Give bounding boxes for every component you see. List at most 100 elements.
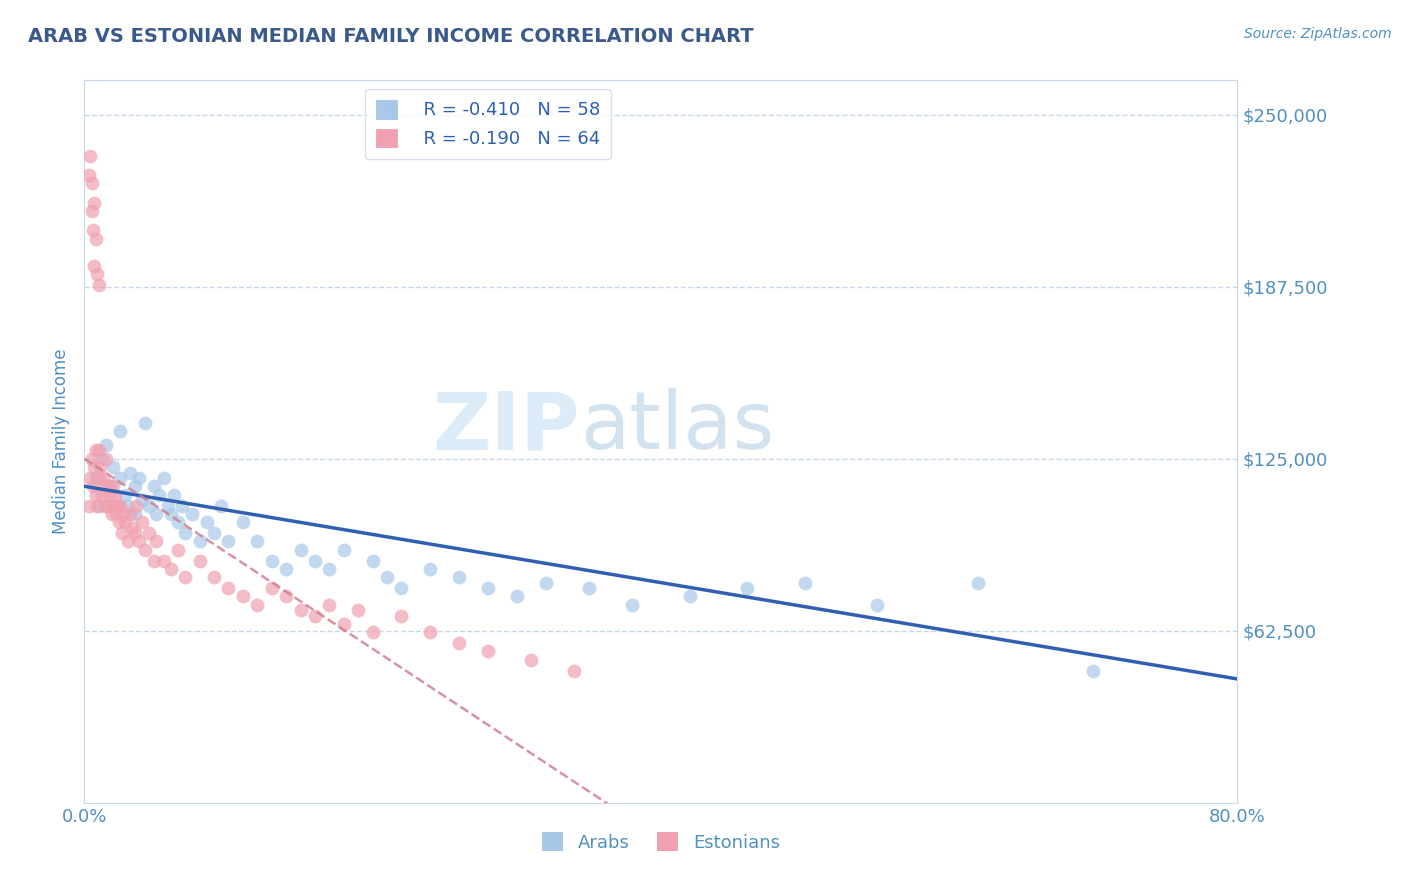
Point — [124, 507, 146, 521]
Point — [86, 499, 108, 513]
Point — [276, 562, 298, 576]
Point — [131, 515, 153, 529]
Point — [391, 581, 413, 595]
Point — [79, 471, 101, 485]
Point — [120, 466, 142, 480]
Point — [304, 608, 326, 623]
Point — [209, 499, 232, 513]
Point — [160, 562, 183, 576]
Point — [167, 542, 190, 557]
Point — [89, 460, 111, 475]
Point — [174, 526, 197, 541]
Point — [142, 553, 165, 567]
Point — [80, 451, 103, 466]
Point — [117, 534, 139, 549]
Point — [276, 590, 298, 604]
Point — [98, 487, 121, 501]
Point — [125, 499, 148, 513]
Point — [347, 603, 370, 617]
Point — [737, 581, 759, 595]
Point — [87, 278, 110, 293]
Point — [260, 553, 283, 567]
Point — [83, 195, 105, 210]
Point — [90, 451, 112, 466]
Point — [520, 653, 543, 667]
Point — [156, 499, 179, 513]
Point — [391, 608, 413, 623]
Point — [138, 526, 160, 541]
Point — [91, 471, 114, 485]
Point — [112, 507, 135, 521]
Point — [77, 499, 100, 513]
Point — [361, 625, 384, 640]
Point — [477, 644, 499, 658]
Point — [246, 534, 269, 549]
Point — [246, 598, 269, 612]
Point — [80, 204, 103, 219]
Point — [202, 570, 225, 584]
Point — [290, 603, 312, 617]
Point — [93, 499, 115, 513]
Point — [318, 598, 340, 612]
Point — [94, 479, 117, 493]
Point — [361, 553, 384, 567]
Text: Source: ZipAtlas.com: Source: ZipAtlas.com — [1244, 27, 1392, 41]
Point — [128, 471, 150, 485]
Point — [96, 499, 118, 513]
Point — [98, 479, 121, 493]
Point — [578, 581, 600, 595]
Point — [152, 553, 174, 567]
Point — [128, 534, 150, 549]
Point — [110, 499, 132, 513]
Point — [172, 499, 194, 513]
Point — [111, 526, 134, 541]
Point — [449, 570, 471, 584]
Point — [148, 487, 170, 501]
Point — [163, 487, 186, 501]
Point — [134, 542, 156, 557]
Point — [83, 259, 105, 273]
Point — [87, 443, 110, 458]
Point — [506, 590, 529, 604]
Point — [290, 542, 312, 557]
Point — [419, 625, 441, 640]
Text: ARAB VS ESTONIAN MEDIAN FAMILY INCOME CORRELATION CHART: ARAB VS ESTONIAN MEDIAN FAMILY INCOME CO… — [28, 27, 754, 45]
Point — [114, 487, 136, 501]
Point — [160, 507, 183, 521]
Point — [174, 570, 197, 584]
Point — [679, 590, 702, 604]
Point — [90, 487, 112, 501]
Point — [87, 471, 110, 485]
Point — [103, 499, 124, 513]
Point — [304, 553, 326, 567]
Point — [84, 443, 107, 458]
Point — [105, 499, 128, 513]
Point — [82, 223, 104, 237]
Point — [114, 515, 136, 529]
Point — [232, 515, 254, 529]
Point — [260, 581, 283, 595]
Legend: Arabs, Estonians: Arabs, Estonians — [534, 825, 787, 859]
Point — [152, 471, 174, 485]
Point — [94, 438, 117, 452]
Point — [94, 451, 117, 466]
Point — [121, 520, 143, 534]
Point — [80, 177, 103, 191]
Y-axis label: Median Family Income: Median Family Income — [52, 349, 70, 534]
Text: atlas: atlas — [581, 388, 775, 467]
Point — [124, 526, 146, 541]
Point — [107, 499, 129, 513]
Point — [105, 507, 128, 521]
Point — [131, 493, 153, 508]
Point — [124, 479, 146, 493]
Point — [134, 416, 156, 430]
Point — [84, 487, 107, 501]
Point — [110, 471, 132, 485]
Point — [84, 471, 107, 485]
Point — [104, 487, 127, 501]
Point — [84, 231, 107, 245]
Point — [967, 575, 990, 590]
Point — [103, 479, 124, 493]
Point — [145, 507, 167, 521]
Point — [79, 149, 101, 163]
